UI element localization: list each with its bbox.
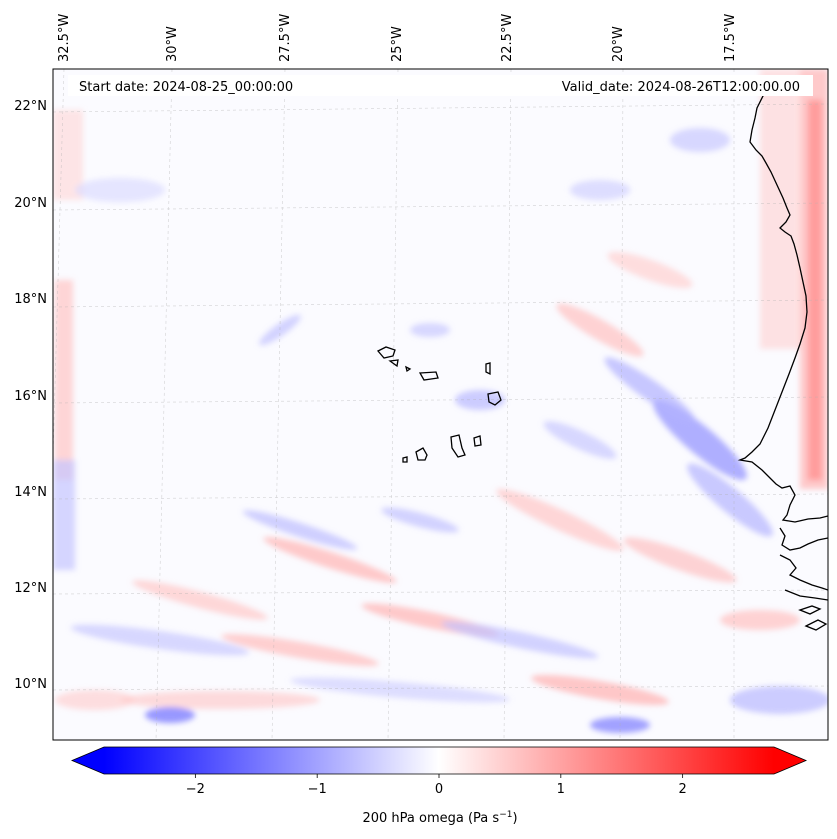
lon-label-17-5w: 17.5°W (723, 14, 738, 62)
colorbar-min-extend (72, 747, 104, 774)
lat-label-20n: 20°N (14, 196, 47, 211)
omega-field (53, 69, 828, 733)
colorbar-variable: 200 hPa omega (362, 811, 463, 826)
lon-label-22-5w: 22.5°W (500, 14, 515, 62)
latitude-labels: 22°N 20°N 18°N 16°N 14°N 12°N 10°N (14, 99, 47, 692)
longitude-labels: 32.5°W 30°W 27.5°W 25°W 22.5°W 20°W 17.5… (57, 14, 738, 62)
start-date-label: Start date: 2024-08-25_00:00:00 (79, 80, 293, 95)
colorbar-outline (70, 746, 808, 775)
lon-label-20w: 20°W (611, 26, 626, 62)
colorbar-max-extend (774, 747, 806, 774)
gridlines (53, 69, 828, 740)
lon-label-30w: 30°W (165, 26, 180, 62)
map-border (52, 68, 829, 741)
lat-label-12n: 12°N (14, 581, 47, 596)
colorbar-label: 200 hPa omega (Pa s−1) (362, 810, 517, 826)
lat-label-10n: 10°N (14, 677, 47, 692)
valid-date-label: Valid_date: 2024-08-26T12:00:00.00 (562, 80, 800, 95)
lat-label-22n: 22°N (14, 99, 47, 114)
colorbar: −2 −1 0 1 2 200 hPa omega (Pa s−1) (70, 746, 808, 826)
africa-coastline (737, 84, 828, 631)
colorbar-tick-label: 1 (557, 782, 565, 797)
colorbar-units-exponent: −1 (499, 810, 512, 820)
colorbar-bar (104, 747, 774, 774)
colorbar-tick-label: 2 (678, 782, 686, 797)
colorbar-ticks: −2 −1 0 1 2 (186, 774, 687, 797)
lon-label-32-5w: 32.5°W (57, 14, 72, 62)
colorbar-tick-label: −2 (186, 782, 205, 797)
colorbar-tick-label: 0 (435, 782, 443, 797)
lon-label-25w: 25°W (390, 26, 405, 62)
colorbar-units: Pa s (473, 811, 499, 826)
lat-label-14n: 14°N (14, 485, 47, 500)
header-box (68, 75, 813, 96)
lat-label-18n: 18°N (14, 292, 47, 307)
cape-verde-islands (376, 346, 502, 463)
map-panel (53, 69, 828, 740)
lon-label-27-5w: 27.5°W (278, 14, 293, 62)
lat-label-16n: 16°N (14, 389, 47, 404)
colorbar-tick-label: −1 (308, 782, 327, 797)
